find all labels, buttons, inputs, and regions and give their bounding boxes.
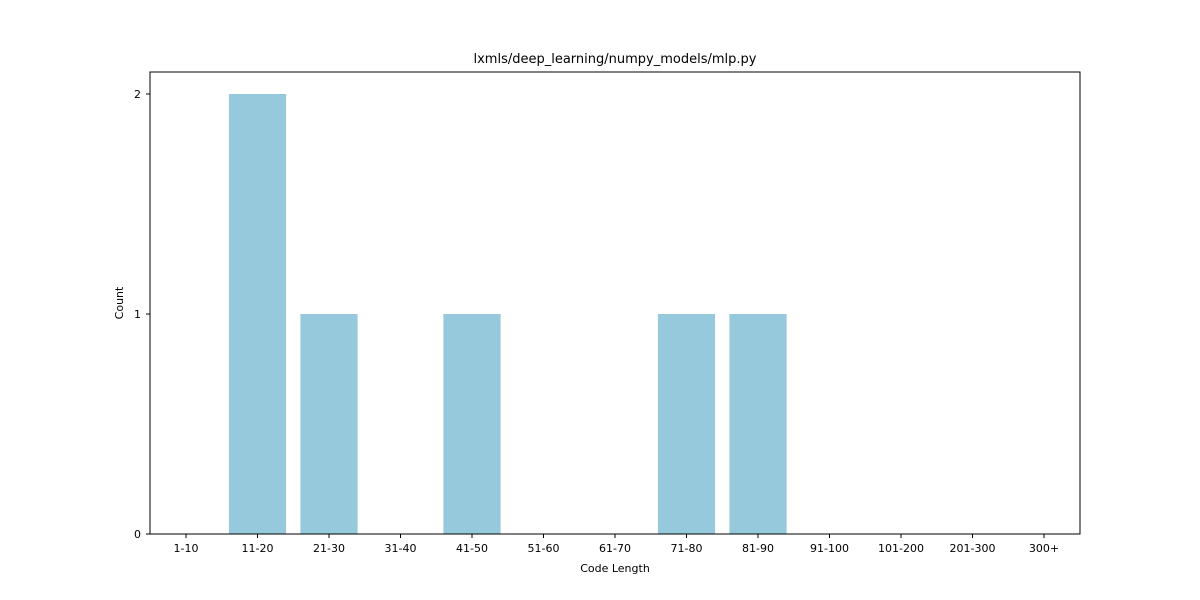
bar-41-50 (443, 314, 501, 534)
bars-group (228, 94, 787, 534)
x-tick-label: 300+ (1029, 542, 1059, 555)
y-axis-label: Count (113, 286, 126, 319)
plot-frame (149, 71, 1081, 535)
x-tick-label: 51-60 (528, 542, 560, 555)
x-tick-label: 71-80 (671, 542, 703, 555)
y-tick-label: 2 (134, 88, 141, 101)
chart-title: lxmls/deep_learning/numpy_models/mlp.py (474, 52, 757, 67)
bar-81-90 (729, 314, 787, 534)
bar-11-20 (228, 94, 287, 534)
x-tick-label: 1-10 (174, 542, 199, 555)
x-tick-label: 101-200 (878, 542, 924, 555)
bar-21-30 (300, 314, 358, 534)
y-tick-label: 0 (134, 528, 141, 541)
x-tick-label: 81-90 (742, 542, 774, 555)
x-tick-label: 31-40 (385, 542, 417, 555)
x-axis: 1-10 11-20 21-30 31-40 41-50 51-60 61-70 71-80 8… (174, 534, 1059, 555)
x-tick-label: 201-300 (950, 542, 996, 555)
x-tick-label: 41-50 (456, 542, 488, 555)
y-axis: 0 1 2 (134, 88, 150, 541)
x-tick-label: 11-20 (242, 542, 274, 555)
y-tick-label: 1 (134, 308, 141, 321)
x-tick-label: 61-70 (599, 542, 631, 555)
bar-71-80 (657, 314, 716, 534)
x-tick-label: 91-100 (810, 542, 849, 555)
x-axis-label: Code Length (580, 562, 650, 575)
x-tick-label: 21-30 (313, 542, 345, 555)
